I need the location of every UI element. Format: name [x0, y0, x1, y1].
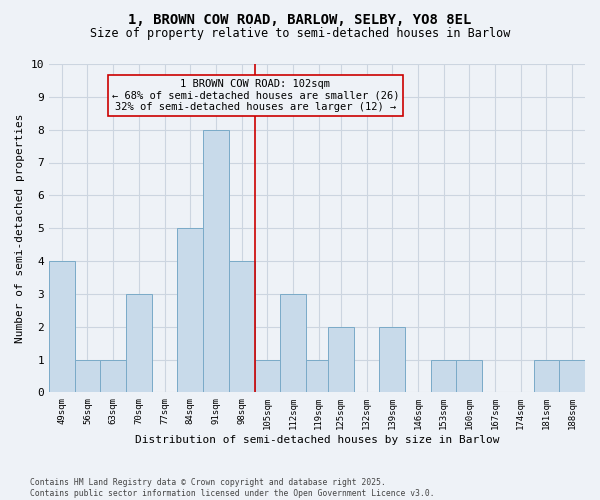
Bar — [229, 261, 254, 392]
Bar — [328, 326, 353, 392]
Bar — [457, 360, 482, 392]
Bar — [74, 360, 100, 392]
Y-axis label: Number of semi-detached properties: Number of semi-detached properties — [15, 114, 25, 343]
Bar — [178, 228, 203, 392]
Bar — [49, 261, 74, 392]
Bar — [100, 360, 126, 392]
Bar — [533, 360, 559, 392]
Bar — [126, 294, 152, 392]
Bar — [559, 360, 585, 392]
Bar — [280, 294, 306, 392]
Bar — [431, 360, 457, 392]
Text: 1 BROWN COW ROAD: 102sqm
← 68% of semi-detached houses are smaller (26)
32% of s: 1 BROWN COW ROAD: 102sqm ← 68% of semi-d… — [112, 79, 399, 112]
Bar — [379, 326, 405, 392]
Text: 1, BROWN COW ROAD, BARLOW, SELBY, YO8 8EL: 1, BROWN COW ROAD, BARLOW, SELBY, YO8 8E… — [128, 12, 472, 26]
Text: Contains HM Land Registry data © Crown copyright and database right 2025.
Contai: Contains HM Land Registry data © Crown c… — [30, 478, 434, 498]
Text: Size of property relative to semi-detached houses in Barlow: Size of property relative to semi-detach… — [90, 28, 510, 40]
Bar — [254, 360, 280, 392]
Bar — [306, 360, 332, 392]
Bar — [203, 130, 229, 392]
X-axis label: Distribution of semi-detached houses by size in Barlow: Distribution of semi-detached houses by … — [135, 435, 499, 445]
